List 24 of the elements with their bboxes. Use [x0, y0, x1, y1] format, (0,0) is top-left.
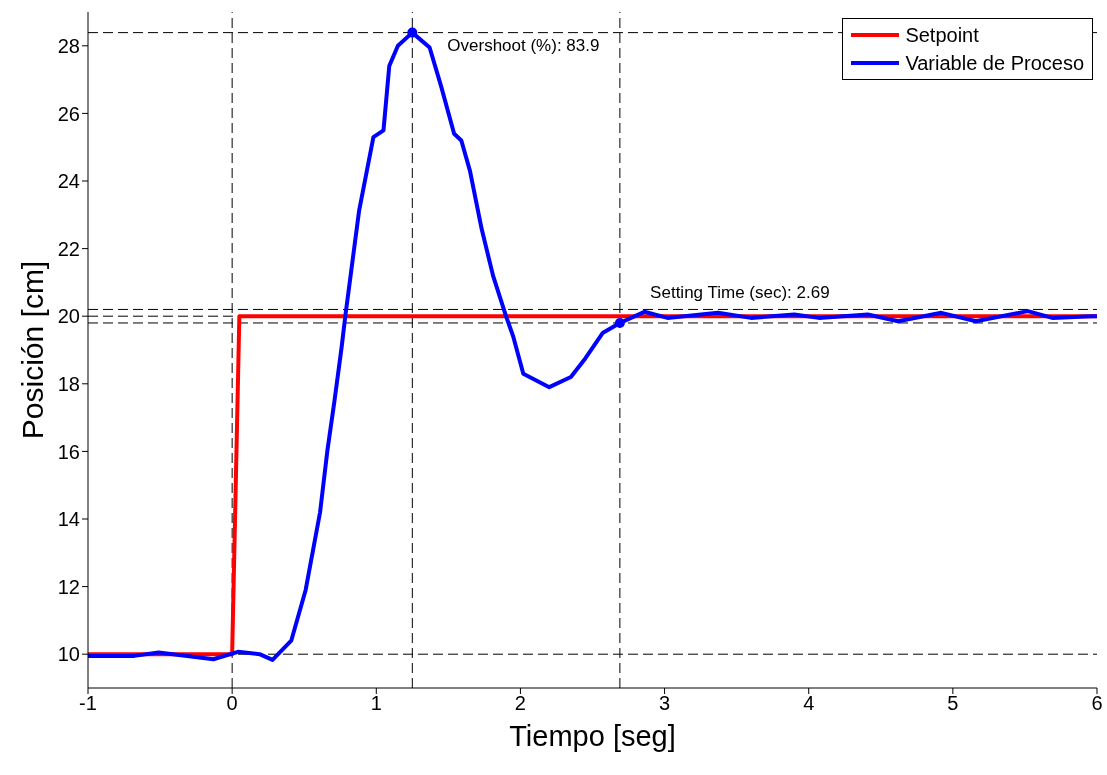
y-tick-label: 26 [57, 102, 80, 125]
y-tick-label: 28 [57, 34, 80, 57]
x-tick-label: -1 [79, 692, 97, 715]
x-tick-label: 4 [803, 692, 815, 715]
y-tick-label: 22 [57, 237, 80, 260]
y-tick-label: 24 [57, 170, 80, 193]
x-tick-label: 5 [947, 692, 959, 715]
y-tick-label: 12 [57, 575, 80, 598]
y-tick-label: 18 [57, 372, 80, 395]
y-tick-label: 16 [57, 440, 80, 463]
y-tick-label: 14 [57, 508, 80, 531]
x-tick-label: 1 [370, 692, 382, 715]
x-tick-label: 6 [1091, 692, 1103, 715]
legend-label: Variable de Proceso [905, 51, 1084, 76]
annotation: Overshoot (%): 83.9 [447, 35, 600, 55]
x-axis-title: Tiempo [seg] [509, 720, 676, 752]
x-tick-label: 2 [514, 692, 526, 715]
annotation: Setting Time (sec): 2.69 [650, 282, 830, 302]
legend-label: Setpoint [905, 23, 979, 48]
y-tick-label: 20 [57, 305, 80, 328]
y-axis-title: Posición [cm] [15, 260, 49, 440]
x-tick-label: 0 [226, 692, 238, 715]
x-tick-label: 3 [659, 692, 671, 715]
y-tick-label: 10 [57, 643, 80, 666]
